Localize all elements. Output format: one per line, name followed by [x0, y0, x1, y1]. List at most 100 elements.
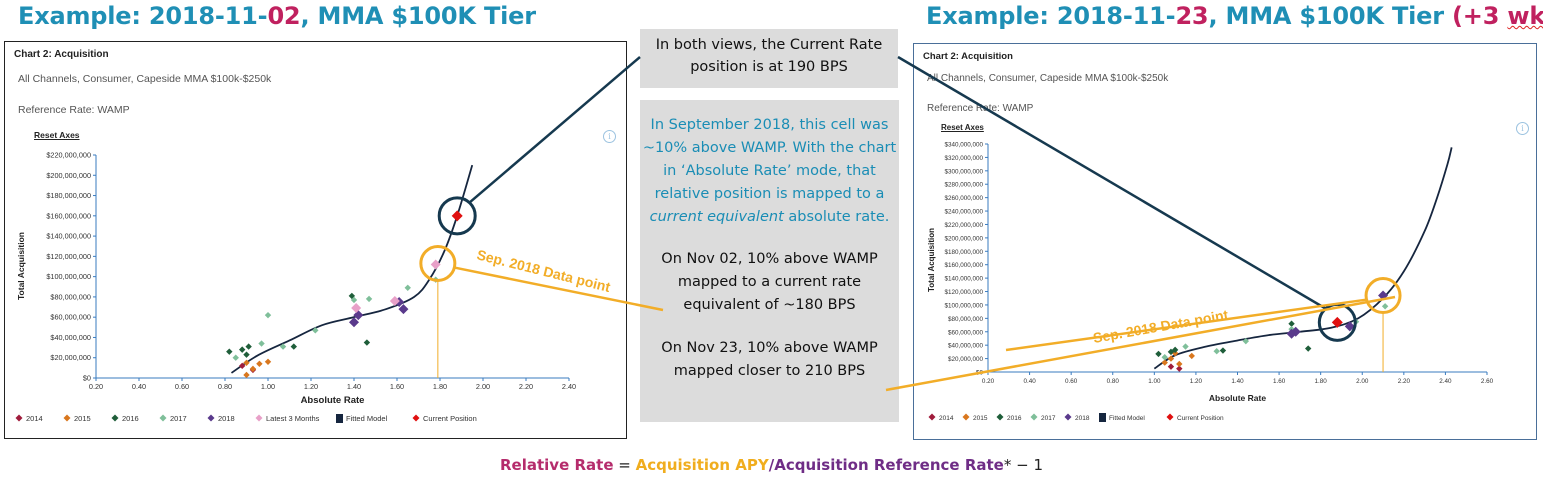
- chart1-x-tick-label: 2.20: [519, 382, 533, 391]
- chart1-point-2015: [256, 360, 263, 368]
- chart-panel-nov02: Chart 2: Acquisition All Channels, Consu…: [4, 41, 627, 439]
- chart1-point-current-position: [451, 210, 463, 222]
- info-icon[interactable]: i: [1516, 122, 1529, 135]
- chart1-x-tick-label: 2.00: [476, 382, 490, 391]
- right-example-heading: Example: 2018-11-23, MMA $100K Tier (+3 …: [926, 2, 1543, 30]
- chart1-point-2016: [245, 343, 252, 350]
- chart2-legend-swatch-square: [1099, 413, 1106, 422]
- chart2-point-2018: [1290, 326, 1301, 337]
- chart1-legend-label: Fitted Model: [346, 414, 388, 423]
- chart2-x-tick-label: 2.60: [1481, 378, 1494, 385]
- chart1-legend-label: 2016: [122, 414, 139, 423]
- chart1-legend-swatch-square: [336, 414, 343, 423]
- chart2-y-tick-label: $340,000,000: [944, 142, 983, 149]
- chart1-legend-label: 2017: [170, 414, 187, 423]
- chart2-point-2017: [1182, 343, 1189, 350]
- annotation-line-right: [1005, 298, 1368, 352]
- chart2-y-tick-label: $60,000,000: [948, 329, 984, 336]
- chart2-y-tick-label: $220,000,000: [944, 222, 983, 229]
- chart2-y-tick-label: $320,000,000: [944, 155, 983, 162]
- chart1-y-tick-label: $140,000,000: [46, 232, 91, 241]
- chart1-legend-swatch-diamond: [412, 414, 420, 422]
- chart1-y-tick-label: $40,000,000: [50, 333, 91, 342]
- chart1-x-tick-label: 2.40: [562, 382, 576, 391]
- chart2-point-2016: [1155, 350, 1162, 358]
- chart1-point-2015: [243, 359, 250, 366]
- chart1-x-tick-label: 0.20: [89, 382, 103, 391]
- chart1-x-tick-label: 0.40: [132, 382, 146, 391]
- chart1-x-axis-label: Absolute Rate: [301, 395, 365, 406]
- chart1-x-tick-label: 0.80: [218, 382, 232, 391]
- chart1-point-2017: [312, 327, 319, 334]
- chart1-x-tick-label: 1.20: [304, 382, 318, 391]
- chart1-y-tick-label: $60,000,000: [50, 313, 91, 322]
- chart1-y-tick-label: $0: [83, 374, 91, 383]
- chart1-point-2015: [264, 358, 272, 365]
- chart1-point-2017: [279, 343, 287, 350]
- chart-title: Chart 2: Acquisition: [14, 49, 109, 60]
- chart2-x-tick-label: 0.40: [1023, 378, 1036, 385]
- chart1-point-2015: [243, 371, 250, 379]
- chart1-legend-label: 2015: [74, 414, 91, 423]
- connector-callout-to-sep2018-right: [885, 295, 1396, 392]
- chart1-point-2015: [249, 365, 257, 373]
- chart2-x-tick-label: 1.60: [1273, 378, 1286, 385]
- chart2-x-tick-label: 1.00: [1148, 378, 1161, 385]
- chart1-point-2017: [365, 295, 373, 303]
- chart2-y-tick-label: $300,000,000: [944, 168, 983, 175]
- chart1-x-tick-label: 1.80: [433, 382, 447, 391]
- chart1-legend-label: 2014: [26, 414, 43, 423]
- chart2-y-tick-label: $40,000,000: [948, 343, 984, 350]
- chart2-point-2015: [1161, 359, 1168, 366]
- chart1-y-tick-label: $120,000,000: [46, 252, 91, 261]
- reset-axes-link[interactable]: Reset Axes: [34, 130, 80, 140]
- chart2-legend-swatch-diamond: [1064, 413, 1072, 421]
- chart2-point-2017: [1242, 337, 1250, 345]
- chart2-legend-swatch-diamond: [1166, 413, 1174, 421]
- chart2-x-axis-label: Absolute Rate: [1209, 393, 1266, 403]
- chart2-x-tick-label: 1.20: [1190, 378, 1203, 385]
- chart2-y-tick-label: $20,000,000: [948, 356, 984, 363]
- chart1-y-tick-label: $20,000,000: [50, 353, 91, 362]
- chart1-legend-swatch-diamond: [159, 414, 167, 422]
- chart1-point-2016: [363, 339, 371, 346]
- left-heading-suffix: , MMA $100K Tier: [300, 2, 536, 30]
- chart2-fitted-model-curve: [1153, 147, 1453, 370]
- info-icon[interactable]: i: [603, 130, 616, 143]
- connector-callout-to-left-current: [468, 56, 641, 204]
- chart2-point-2016: [1219, 347, 1227, 354]
- chart2-point-2016: [1288, 320, 1295, 327]
- chart1-point-2016: [290, 343, 297, 350]
- formula-acquisition-apy: Acquisition APY: [635, 456, 769, 474]
- formula-relative-rate: Relative Rate: [500, 456, 614, 474]
- left-example-heading: Example: 2018-11-02, MMA $100K Tier: [18, 2, 536, 30]
- right-heading-extra-word: wks: [1507, 2, 1543, 30]
- reset-axes-link[interactable]: Reset Axes: [941, 123, 984, 132]
- chart1-point-latest-3-months: [430, 259, 441, 270]
- formula-reference-rate: Acquisition Reference Rate: [774, 456, 1004, 474]
- chart2-legend-label: 2017: [1041, 415, 1056, 422]
- chart2-point-2014: [1167, 363, 1175, 370]
- chart2-x-tick-label: 1.80: [1315, 378, 1328, 385]
- right-heading-extra-prefix: (+3: [1443, 2, 1508, 30]
- chart1-legend-label: 2018: [218, 414, 235, 423]
- chart1-legend-swatch-diamond: [207, 414, 215, 422]
- chart2-y-axis-label: Total Acquisition: [927, 228, 936, 292]
- chart2-legend-swatch-diamond: [1030, 413, 1038, 421]
- callout-mapping-part1: In September 2018, this cell was ~10% ab…: [642, 117, 897, 202]
- chart2-y-tick-label: $120,000,000: [944, 289, 983, 296]
- chart1-point-2014: [239, 362, 246, 370]
- sep2018-label-left: Sep. 2018 Data point: [475, 246, 612, 295]
- chart2-point-2015: [1188, 352, 1195, 360]
- chart2-x-tick-label: 0.80: [1107, 378, 1120, 385]
- chart1-y-tick-label: $100,000,000: [46, 272, 91, 281]
- right-heading-day: 23: [1175, 2, 1209, 30]
- chart1-point-2016: [243, 351, 250, 358]
- chart2-legend-label: 2015: [973, 415, 988, 422]
- left-heading-day: 02: [267, 2, 301, 30]
- chart2-point-2016: [1304, 345, 1312, 352]
- chart-reference-rate: Reference Rate: WAMP: [927, 103, 1034, 114]
- chart1-x-tick-label: 1.40: [347, 382, 361, 391]
- chart1-point-2017: [258, 340, 265, 347]
- chart2-y-tick-label: $180,000,000: [944, 249, 983, 256]
